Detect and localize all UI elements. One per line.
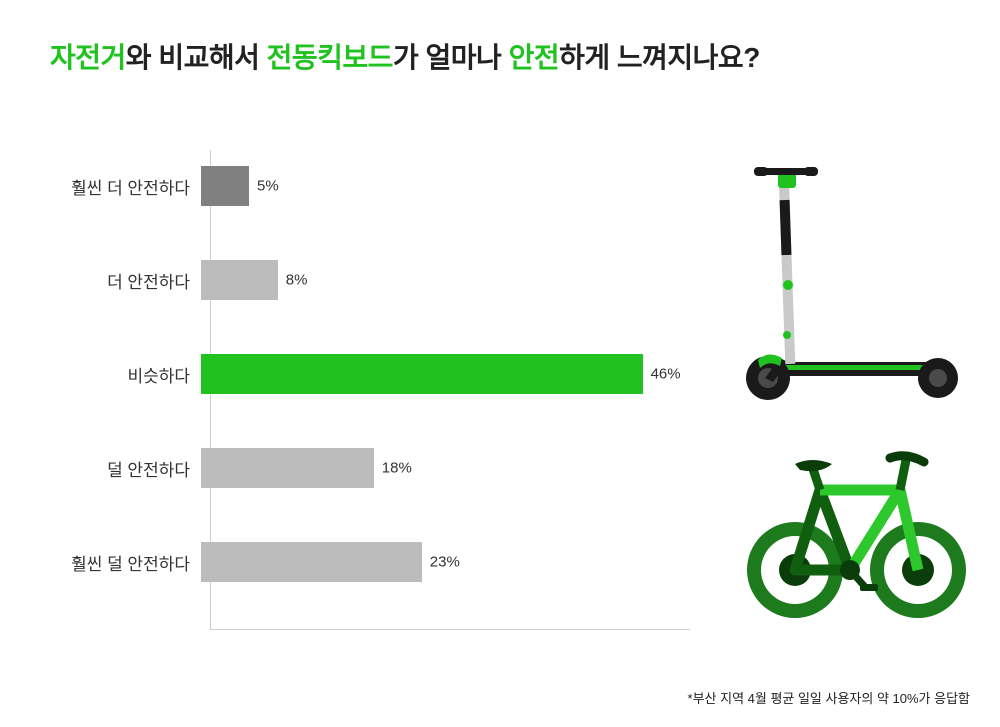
bar-wrap: 46% xyxy=(201,348,690,400)
bar xyxy=(201,260,278,300)
bar-wrap: 8% xyxy=(201,254,690,306)
bar-value: 18% xyxy=(382,460,412,477)
bicycle-illustration xyxy=(740,430,970,630)
bar-row: 비슷하다 46% xyxy=(30,348,690,400)
bar-value: 8% xyxy=(286,272,308,289)
bar xyxy=(201,448,374,488)
bar-wrap: 18% xyxy=(201,442,690,494)
title-part-3: 가 얼마나 xyxy=(393,42,509,73)
bar-wrap: 5% xyxy=(201,160,690,212)
bar-label: 더 안전하다 xyxy=(30,268,200,293)
bar-label: 덜 안전하다 xyxy=(30,456,200,481)
bar-value: 46% xyxy=(651,366,681,383)
title-part-4: 안전 xyxy=(509,42,560,73)
safety-bar-chart: 훨씬 더 안전하다 5% 더 안전하다 8% 비슷하다 46% 덜 안전하다 18% 훨씬 덜 … xyxy=(30,150,690,630)
bar-row: 덜 안전하다 18% xyxy=(30,442,690,494)
bar xyxy=(201,542,422,582)
bar-label: 비슷하다 xyxy=(30,362,200,387)
bar xyxy=(201,166,249,206)
bar-label: 훨씬 덜 안전하다 xyxy=(30,550,200,575)
title-part-1: 와 비교해서 xyxy=(126,42,267,73)
bar-row: 훨씬 더 안전하다 5% xyxy=(30,160,690,212)
bar-label: 훨씬 더 안전하다 xyxy=(30,174,200,199)
scooter-illustration xyxy=(710,140,970,400)
bar-wrap: 23% xyxy=(201,536,690,588)
title-part-2: 전동킥보드 xyxy=(267,42,393,73)
bar-value: 23% xyxy=(430,554,460,571)
footnote: *부산 지역 4월 평균 일일 사용자의 약 10%가 응답함 xyxy=(688,688,970,707)
x-axis xyxy=(210,629,690,630)
bar-row: 훨씬 덜 안전하다 23% xyxy=(30,536,690,588)
title-part-0: 자전거 xyxy=(50,42,126,73)
bar-row: 더 안전하다 8% xyxy=(30,254,690,306)
bar xyxy=(201,354,643,394)
title-part-5: 하게 느껴지나요? xyxy=(559,42,760,73)
bar-value: 5% xyxy=(257,178,279,195)
page-title: 자전거와 비교해서 전동킥보드가 얼마나 안전하게 느껴지나요? xyxy=(50,36,760,76)
